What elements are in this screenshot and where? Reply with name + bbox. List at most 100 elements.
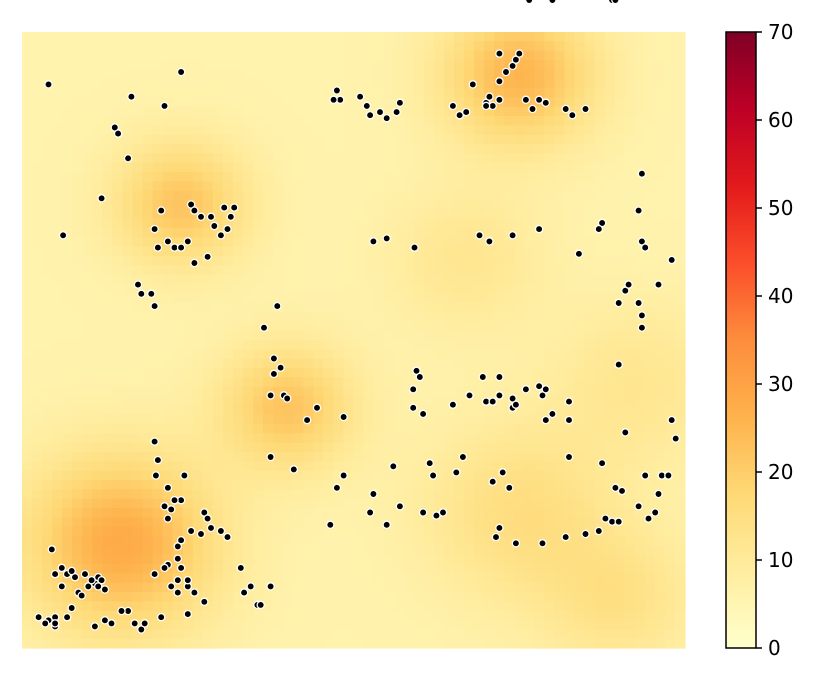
heatmap-cell [192,368,204,378]
heatmap-cell [192,452,204,462]
heatmap-cell [152,172,164,182]
heatmap-cell [664,312,676,322]
heatmap-cell [453,610,465,621]
heatmap-cell [283,592,294,602]
heatmap-cell [634,106,646,117]
heatmap-cell [243,358,254,369]
heatmap-cell [494,228,505,238]
heatmap-cell [373,554,385,565]
heatmap-cell [474,470,485,481]
heatmap-cell [604,536,616,546]
heatmap-cell [273,545,284,556]
heatmap-cell [343,452,355,462]
heatmap-cell [403,321,415,332]
heatmap-cell [624,312,636,322]
heatmap-cell [22,181,33,192]
heatmap-cell [162,424,174,434]
colorbar-tick-label: 70 [768,20,793,44]
heatmap-cell [524,386,535,397]
heatmap-cell [564,200,576,210]
heatmap-cell [162,256,174,266]
heatmap-cell [574,60,586,70]
heatmap-cell [72,69,83,80]
heatmap-cell [222,517,234,528]
heatmap-cell [574,50,586,61]
heatmap-cell [293,377,304,388]
heatmap-cell [253,302,264,313]
heatmap-cell [494,545,505,556]
heatmap-cell [453,172,465,182]
heatmap-cell [353,629,365,640]
heatmap-cell [132,433,144,444]
heatmap-cell [644,274,656,285]
heatmap-cell [343,162,355,173]
heatmap-cell [393,209,405,220]
heatmap-cell [253,461,264,472]
heatmap-cell [72,144,83,154]
heatmap-cell [494,237,505,248]
heatmap-cell [624,162,636,173]
heatmap-cell [72,125,83,136]
heatmap-cell [323,284,335,294]
heatmap-cell [132,125,144,136]
heatmap-cell [644,629,656,640]
heatmap-cell [654,162,666,173]
heatmap-cell [182,60,194,70]
heatmap-cell [494,172,505,182]
heatmap-cell [474,424,485,434]
heatmap-cell [82,228,93,238]
heatmap-cell [544,246,556,257]
heatmap-cell [443,470,455,481]
heatmap-cell [112,508,124,518]
heatmap-cell [574,638,586,649]
heatmap-cell [343,50,355,61]
heatmap-cell [263,50,274,61]
heatmap-cell [323,564,335,574]
heatmap-cell [42,368,53,378]
heatmap-cell [253,106,264,117]
heatmap-cell [313,396,324,406]
data-point [637,311,647,320]
heatmap-cell [604,41,616,52]
heatmap-cell [594,489,606,500]
heatmap-cell [644,284,656,294]
heatmap-cell [243,116,254,126]
heatmap-cell [172,181,184,192]
heatmap-cell [433,368,445,378]
heatmap-cell [72,50,83,61]
heatmap-cell [363,629,375,640]
heatmap-cell [474,321,485,332]
heatmap-cell [574,116,586,126]
heatmap-cell [484,265,495,276]
heatmap-cell [22,78,33,89]
heatmap-cell [664,274,676,285]
heatmap-cell [564,181,576,192]
heatmap-cell [22,573,33,584]
heatmap-cell [62,461,73,472]
heatmap-cell [222,629,234,640]
heatmap-cell [212,424,224,434]
heatmap-cell [343,302,355,313]
heatmap-cell [443,60,455,70]
heatmap-cell [373,396,385,406]
heatmap-cell [142,60,154,70]
heatmap-cell [423,480,435,490]
heatmap-cell [82,638,93,649]
heatmap-cell [393,256,405,266]
heatmap-cell [273,554,284,565]
heatmap-cell [42,172,53,182]
heatmap-cell [604,69,616,80]
heatmap-cell [494,536,505,546]
heatmap-cell [212,78,224,89]
heatmap-cell [443,340,455,350]
heatmap-cell [212,508,224,518]
data-point [498,468,507,477]
heatmap-cell [343,41,355,52]
heatmap-cell [484,32,495,42]
heatmap-cell [464,144,475,154]
heatmap-cell [484,386,495,397]
heatmap-cell [202,396,214,406]
heatmap-cell [132,97,144,108]
heatmap-cell [644,610,656,621]
heatmap-cell [152,144,164,154]
